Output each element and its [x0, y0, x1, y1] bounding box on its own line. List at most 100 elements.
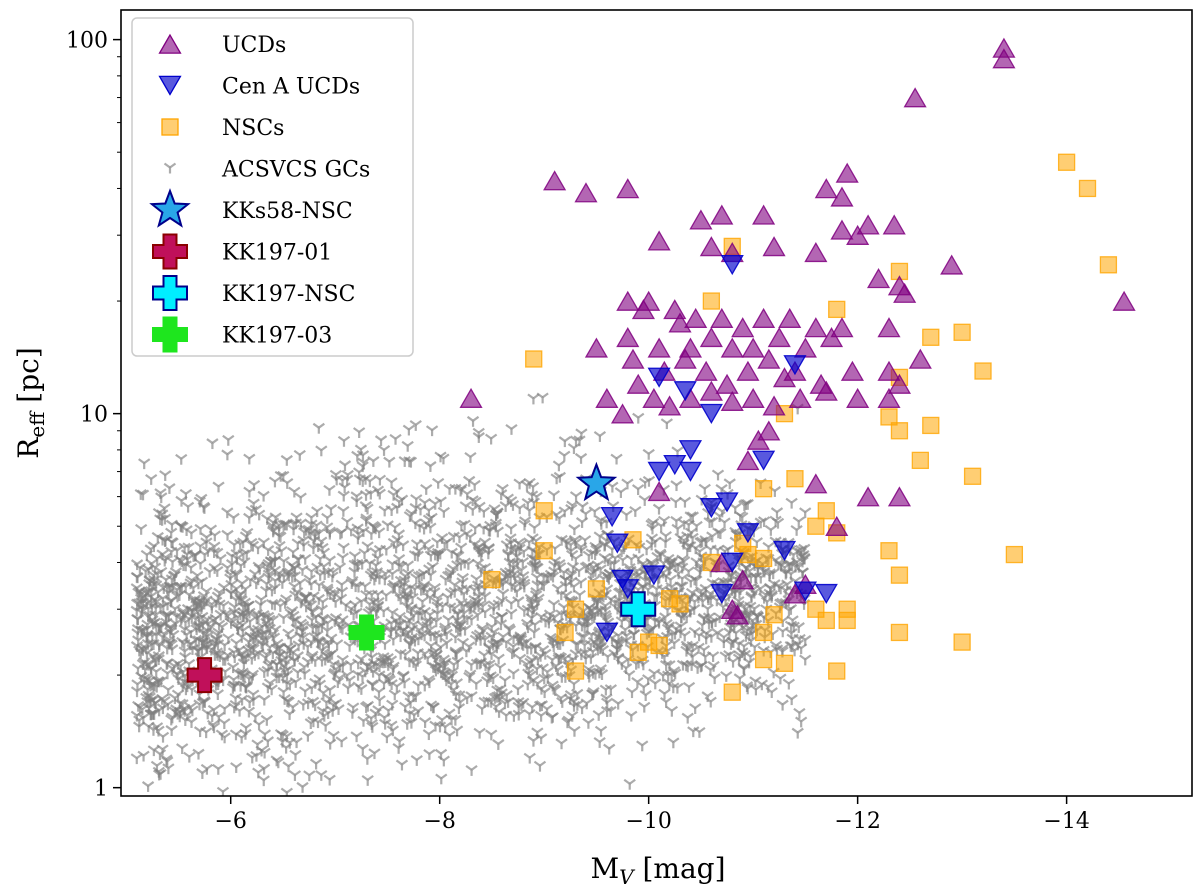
- gc-point: [130, 686, 144, 698]
- ucd-point: [1112, 290, 1136, 311]
- gc-point: [377, 445, 391, 456]
- gc-point: [296, 781, 309, 793]
- gc-point: [409, 420, 422, 431]
- gc-point: [131, 572, 144, 584]
- gc-point: [558, 436, 572, 448]
- gc-point: [723, 478, 736, 490]
- ucd-point: [940, 254, 964, 275]
- ucd-point: [741, 387, 765, 408]
- gc-point: [385, 477, 398, 489]
- gc-point: [603, 743, 616, 755]
- gc-point: [567, 678, 581, 690]
- gc-point: [282, 761, 295, 773]
- x-tick-label: −12: [834, 809, 880, 834]
- gc-point: [291, 667, 304, 679]
- gc-point: [162, 684, 175, 696]
- gc-point: [324, 504, 338, 515]
- gc-point: [513, 503, 526, 515]
- gc-point: [649, 678, 662, 690]
- gc-point: [631, 484, 645, 496]
- gc-point: [212, 481, 225, 493]
- nsc-point: [911, 451, 929, 470]
- nsc-point: [775, 654, 794, 672]
- gc-point: [350, 491, 363, 503]
- gc-point: [229, 693, 242, 705]
- gc-point: [445, 547, 458, 559]
- nsc-point: [817, 611, 835, 630]
- gc-point: [165, 714, 178, 726]
- gc-point: [569, 491, 583, 503]
- gc-point: [163, 483, 176, 494]
- gc-point: [792, 516, 805, 528]
- y-axis-label: Reff [pc]: [12, 347, 49, 459]
- gc-point: [642, 448, 655, 460]
- nsc-point: [828, 662, 846, 680]
- gc-point: [221, 529, 234, 541]
- gc-point: [166, 556, 179, 568]
- cena-ucd-point: [699, 403, 723, 424]
- ucd-point: [840, 360, 864, 381]
- gc-point: [378, 638, 392, 650]
- gc-point: [494, 619, 508, 631]
- gc-point: [790, 524, 803, 536]
- gc-point: [439, 722, 452, 733]
- ucd-point: [778, 307, 802, 328]
- gc-point: [309, 700, 322, 712]
- legend-label: KK197-03: [222, 324, 332, 349]
- gc-point: [380, 544, 393, 556]
- gc-point: [471, 609, 484, 621]
- gc-point: [257, 490, 270, 502]
- gc-point: [571, 688, 584, 700]
- gc-point: [135, 523, 148, 535]
- ucd-point: [741, 337, 765, 358]
- gc-point: [200, 532, 213, 544]
- nsc-point: [525, 350, 543, 368]
- gc-point: [215, 729, 229, 741]
- gc-point: [373, 474, 387, 486]
- gc-point: [392, 554, 406, 565]
- ucd-point: [699, 326, 723, 348]
- gc-point: [247, 689, 260, 701]
- ucd-point: [689, 209, 713, 230]
- gc-point: [353, 427, 366, 439]
- gc-point: [138, 458, 151, 470]
- gc-point: [218, 703, 231, 715]
- gc-point: [412, 680, 425, 692]
- gc-point: [281, 477, 294, 489]
- nsc-point: [890, 422, 909, 440]
- y-axis-label-unit: [pc]: [12, 347, 45, 411]
- gc-point: [547, 490, 561, 502]
- gc-point: [484, 433, 498, 445]
- nsc-point: [974, 362, 992, 380]
- nsc-point: [535, 502, 553, 520]
- gc-point: [141, 781, 155, 792]
- nsc-point: [535, 542, 553, 560]
- nsc-point: [953, 633, 971, 651]
- gc-point: [552, 460, 566, 472]
- gc-point: [422, 729, 435, 741]
- gc-point: [435, 773, 448, 785]
- gc-point: [394, 593, 407, 605]
- nsc-point: [754, 549, 773, 568]
- gc-point: [280, 454, 293, 466]
- gc-point: [309, 758, 323, 770]
- ucd-point: [647, 337, 671, 358]
- legend-label: KKs58-NSC: [222, 199, 353, 224]
- gc-point: [452, 703, 466, 714]
- gc-point: [558, 450, 571, 462]
- gc-point: [423, 748, 436, 760]
- nsc-point: [587, 580, 606, 598]
- gc-point: [389, 433, 402, 445]
- nsc-point: [556, 623, 574, 642]
- nsc-point: [922, 328, 940, 346]
- gc-point: [315, 604, 328, 616]
- gc-point: [594, 725, 608, 737]
- nsc-point: [1078, 179, 1097, 198]
- gc-point: [335, 736, 348, 748]
- gc-point: [566, 562, 580, 573]
- gc-point: [475, 703, 489, 715]
- gc-point: [485, 729, 498, 741]
- gc-point: [593, 431, 607, 442]
- gc-point: [704, 696, 717, 708]
- y-tick-label: 10: [80, 403, 108, 428]
